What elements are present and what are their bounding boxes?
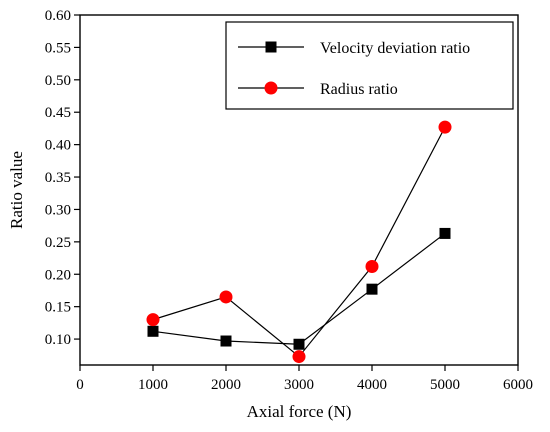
legend-label: Radius ratio [320, 81, 398, 98]
data-point-circle [292, 350, 306, 364]
x-tick-label: 3000 [284, 377, 314, 393]
data-point-square [366, 283, 378, 295]
x-tick-label: 0 [76, 377, 84, 393]
x-tick-label: 5000 [430, 377, 460, 393]
data-point-square [293, 338, 305, 350]
x-axis-label: Axial force (N) [247, 402, 352, 421]
y-tick-label: 0.50 [45, 73, 71, 89]
legend-marker-square [265, 41, 277, 53]
data-point-circle [365, 259, 379, 273]
legend-box [225, 21, 514, 110]
legend: Velocity deviation ratio Radius ratio [225, 21, 514, 110]
y-tick-label: 0.40 [45, 138, 71, 154]
y-tick-label: 0.45 [45, 105, 71, 121]
series-line-1 [152, 232, 446, 345]
y-tick-label: 0.60 [45, 8, 71, 24]
y-tick-label: 0.35 [45, 170, 71, 186]
x-tick-label: 6000 [503, 377, 533, 393]
y-axis-label: Ratio value [7, 151, 26, 229]
data-point-square [439, 227, 451, 239]
legend-marker-circle [264, 81, 278, 95]
y-tick-label: 0.55 [45, 40, 71, 56]
y-tick-label: 0.25 [45, 235, 71, 251]
data-point-circle [146, 313, 160, 327]
x-tick-label: 2000 [211, 377, 241, 393]
y-tick-label: 0.30 [45, 202, 71, 218]
x-tick-label: 4000 [357, 377, 387, 393]
x-tick-label: 1000 [138, 377, 168, 393]
series-layer [146, 120, 452, 364]
data-point-circle [219, 290, 233, 304]
data-point-square [220, 335, 232, 347]
legend-label: Velocity deviation ratio [320, 40, 470, 57]
data-point-square [147, 325, 159, 337]
series-line-2 [152, 126, 446, 358]
y-tick-label: 0.20 [45, 267, 71, 283]
y-axis-ticks: 0.10 0.15 0.20 0.25 0.30 0.35 0.40 0.45 0.50 0.55… [45, 8, 80, 348]
y-tick-label: 0.15 [45, 300, 71, 316]
y-tick-label: 0.10 [45, 332, 71, 348]
data-point-circle [438, 120, 452, 134]
x-axis-ticks: 0 1000 2000 3000 4000 5000 6000 [76, 365, 533, 393]
